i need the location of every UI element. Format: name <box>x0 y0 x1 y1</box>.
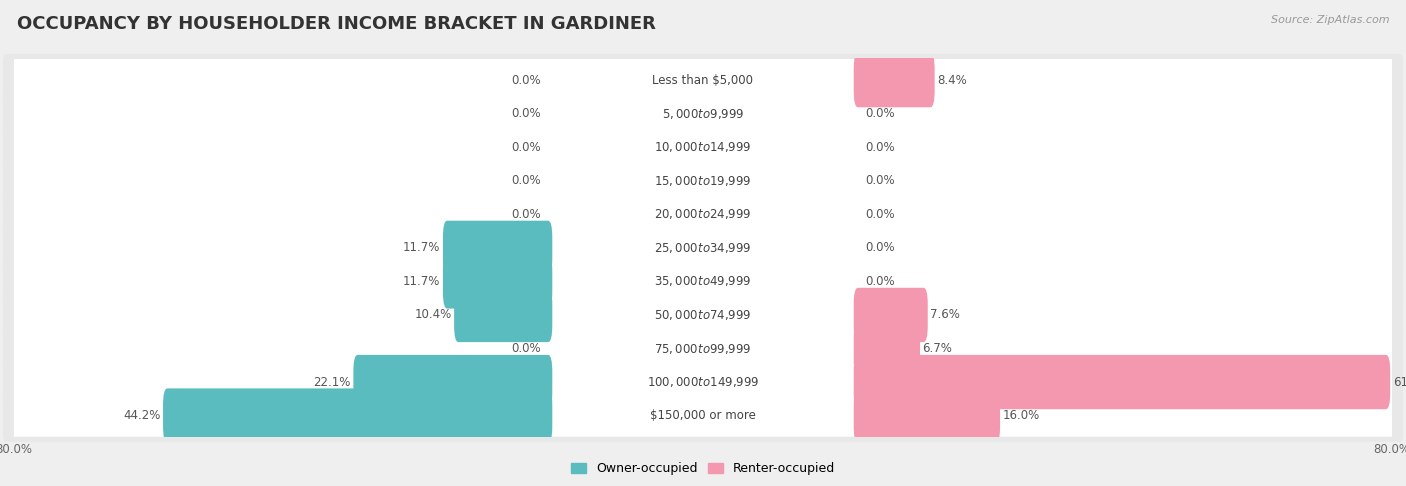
Text: 0.0%: 0.0% <box>512 174 541 187</box>
FancyBboxPatch shape <box>3 389 1403 442</box>
FancyBboxPatch shape <box>3 87 1403 140</box>
FancyBboxPatch shape <box>3 255 1403 308</box>
Text: Source: ZipAtlas.com: Source: ZipAtlas.com <box>1271 15 1389 25</box>
Text: $100,000 to $149,999: $100,000 to $149,999 <box>647 375 759 389</box>
FancyBboxPatch shape <box>3 289 1403 341</box>
Text: 7.6%: 7.6% <box>931 309 960 321</box>
FancyBboxPatch shape <box>853 388 1000 443</box>
FancyBboxPatch shape <box>454 288 553 342</box>
Text: $20,000 to $24,999: $20,000 to $24,999 <box>654 208 752 221</box>
Text: OCCUPANCY BY HOUSEHOLDER INCOME BRACKET IN GARDINER: OCCUPANCY BY HOUSEHOLDER INCOME BRACKET … <box>17 15 655 33</box>
FancyBboxPatch shape <box>3 54 1403 106</box>
Text: 8.4%: 8.4% <box>938 73 967 87</box>
Text: $35,000 to $49,999: $35,000 to $49,999 <box>654 275 752 288</box>
Text: 6.7%: 6.7% <box>922 342 952 355</box>
Text: 0.0%: 0.0% <box>512 141 541 154</box>
FancyBboxPatch shape <box>8 92 1398 135</box>
Text: $150,000 or more: $150,000 or more <box>650 409 756 422</box>
FancyBboxPatch shape <box>8 260 1398 303</box>
FancyBboxPatch shape <box>443 254 553 309</box>
FancyBboxPatch shape <box>8 294 1398 336</box>
FancyBboxPatch shape <box>853 321 920 376</box>
FancyBboxPatch shape <box>443 221 553 275</box>
FancyBboxPatch shape <box>8 159 1398 202</box>
Text: $10,000 to $14,999: $10,000 to $14,999 <box>654 140 752 154</box>
Text: 22.1%: 22.1% <box>314 376 350 388</box>
Text: $15,000 to $19,999: $15,000 to $19,999 <box>654 174 752 188</box>
Text: 0.0%: 0.0% <box>865 275 894 288</box>
Text: 0.0%: 0.0% <box>512 107 541 120</box>
FancyBboxPatch shape <box>8 227 1398 269</box>
Text: 0.0%: 0.0% <box>865 107 894 120</box>
Text: 0.0%: 0.0% <box>865 141 894 154</box>
Text: 0.0%: 0.0% <box>865 242 894 254</box>
Text: $25,000 to $34,999: $25,000 to $34,999 <box>654 241 752 255</box>
FancyBboxPatch shape <box>3 356 1403 408</box>
FancyBboxPatch shape <box>3 155 1403 207</box>
FancyBboxPatch shape <box>8 193 1398 235</box>
Text: 11.7%: 11.7% <box>404 275 440 288</box>
Text: 0.0%: 0.0% <box>512 208 541 221</box>
FancyBboxPatch shape <box>3 222 1403 274</box>
FancyBboxPatch shape <box>853 355 1391 409</box>
FancyBboxPatch shape <box>3 188 1403 241</box>
Text: 10.4%: 10.4% <box>415 309 451 321</box>
Text: 0.0%: 0.0% <box>512 342 541 355</box>
Text: Less than $5,000: Less than $5,000 <box>652 73 754 87</box>
Text: 44.2%: 44.2% <box>124 409 160 422</box>
FancyBboxPatch shape <box>8 361 1398 403</box>
Text: 61.3%: 61.3% <box>1393 376 1406 388</box>
Text: 11.7%: 11.7% <box>404 242 440 254</box>
Text: $50,000 to $74,999: $50,000 to $74,999 <box>654 308 752 322</box>
FancyBboxPatch shape <box>3 121 1403 174</box>
Text: 16.0%: 16.0% <box>1002 409 1040 422</box>
FancyBboxPatch shape <box>8 59 1398 101</box>
Text: $5,000 to $9,999: $5,000 to $9,999 <box>662 106 744 121</box>
Legend: Owner-occupied, Renter-occupied: Owner-occupied, Renter-occupied <box>567 457 839 481</box>
FancyBboxPatch shape <box>163 388 553 443</box>
FancyBboxPatch shape <box>3 322 1403 375</box>
Text: $75,000 to $99,999: $75,000 to $99,999 <box>654 342 752 355</box>
Text: 0.0%: 0.0% <box>512 73 541 87</box>
FancyBboxPatch shape <box>8 126 1398 168</box>
FancyBboxPatch shape <box>8 328 1398 370</box>
Text: 0.0%: 0.0% <box>865 174 894 187</box>
FancyBboxPatch shape <box>853 288 928 342</box>
FancyBboxPatch shape <box>8 395 1398 437</box>
FancyBboxPatch shape <box>353 355 553 409</box>
FancyBboxPatch shape <box>853 53 935 107</box>
Text: 0.0%: 0.0% <box>865 208 894 221</box>
